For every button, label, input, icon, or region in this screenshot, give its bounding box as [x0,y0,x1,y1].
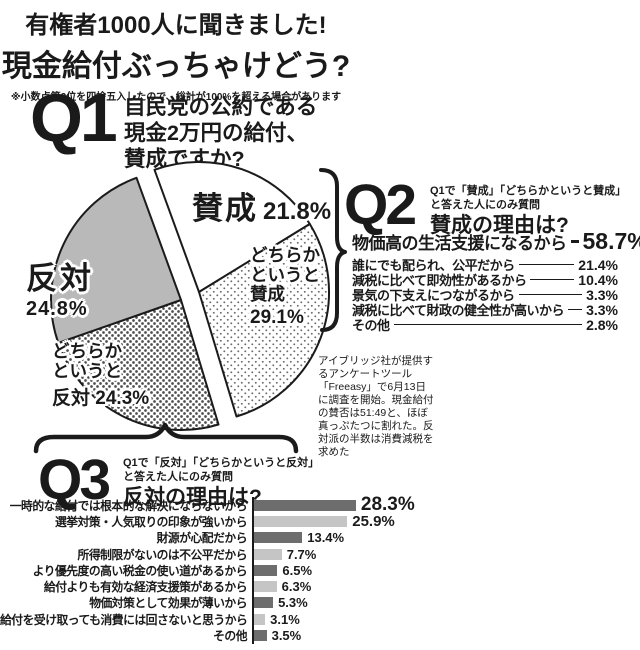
pie-label-oppose: 反対 24.8% [26,261,94,321]
leader-line [518,294,583,295]
bar-row: 財源が心配だから 13.4% [0,529,640,546]
bar-track: 13.4% [252,529,345,546]
q2-reason-value: 2.8% [586,316,618,333]
bar-row: 一時的な給付では根本的な解決にならないから 28.3% [0,494,640,516]
leader-line [530,279,575,280]
pie-label-somewhat-oppose: どちらか というと 反対 24.3% [52,341,150,410]
bar-row: 物価対策として効果が薄いから 5.3% [0,594,640,612]
bar [254,564,278,576]
pie-label-favor-pct: 21.8% [263,198,332,225]
bar [254,597,274,609]
pie-label-somewhat-oppose-pct: 反対 24.3% [52,387,150,409]
bar-track: 6.5% [252,562,313,579]
bar-track: 5.3% [252,594,308,612]
bar-row: 給付よりも有効な経済支援策があるから 6.3% [0,578,640,595]
q2-reason-row: 景気の下支えにつながるから 3.3% [352,286,640,304]
q2-reason-label: 景気の下支えにつながるから [352,288,515,303]
q2-reason-row: 誰にでも配られ、公平だから 21.4% [352,256,640,274]
q2-reason-row: 減税に比べて即効性があるから 10.4% [352,271,640,289]
q2-reason-row: その他 2.8% [352,316,640,334]
bar-track: 7.7% [252,545,317,563]
bar-row: その他 3.5% [0,627,640,644]
q2-label: Q2 [344,173,417,237]
q2-reason-value: 21.4% [578,256,618,273]
leader-line [393,324,583,325]
q2-reason-value: 3.3% [586,301,618,318]
header: 有権者1000人に聞きました! 現金給付ぶっちゃけどう? ※小数点第2位を四捨五… [0,5,352,103]
bar-value: 7.7% [286,546,317,562]
bar-value: 28.3% [360,494,415,516]
bar-row: 所得制限がないのは不公平だから 7.7% [0,545,640,563]
bar-label: 物価対策として効果が薄いから [89,596,247,611]
pie-label-oppose-pct: 24.8% [26,298,88,321]
q3-title: 反対の理由は? [123,486,262,509]
bar-value: 25.9% [352,512,395,530]
bar-value: 3.5% [271,628,302,644]
bar [254,630,267,642]
bar-row: より優先度の高い税金の使い道があるから 6.5% [0,562,640,579]
bar-value: 5.3% [278,595,308,611]
bar-value: 6.3% [281,579,312,595]
q2-reason-list: 物価高の生活支援になるから58.7%誰にでも配られ、公平だから21.4%減税に比… [352,228,640,334]
leader-line [567,309,583,310]
pie-label-somewhat-oppose-name: どちらか というと [52,341,122,381]
pie-label-somewhat-favor-pct: 29.1% [250,306,304,328]
bar-track: 28.3% [252,494,415,516]
bar-label: 選挙対策・人気取りの印象が強いから [54,514,248,529]
bar-label: 給付を受け取っても消費には回さないと思うから [0,612,248,627]
pie-label-favor: 賛成 21.8% [192,183,331,228]
rounding-note: ※小数点第2位を四捨五入したので、総計が100%を超える場合があります [10,92,342,103]
q2-title: 賛成の理由は? [430,214,569,237]
bar-label: より優先度の高い税金の使い道があるから [32,563,248,578]
bar-track: 3.1% [252,611,300,628]
q3-label: Q3 [38,448,111,512]
q2-reason-row: 物価高の生活支援になるから 58.7% [352,228,640,255]
bar-track: 6.3% [252,578,312,595]
q3-subtitle: Q1で「反対」「どちらかというと反対」 と答えた人にのみ質問 [123,457,320,484]
bar-label: 一時的な給付では根本的な解決にならないから [9,498,248,513]
bar-track: 25.9% [252,512,395,530]
bar [254,613,266,625]
bar-row: 選挙対策・人気取りの印象が強いから 25.9% [0,512,640,530]
leader-line [570,240,579,243]
q1-question: 自民党の公約である 現金2万円の給付、 賛成ですか? [124,95,318,171]
bar-label: 財源が心配だから [156,531,248,546]
q2-reason-label: 誰にでも配られ、公平だから [352,258,515,273]
q2-reason-label: その他 [352,318,390,333]
pie-label-somewhat-favor: どちらか というと 賛成 29.1% [250,245,320,329]
q2-reason-label: 減税に比べて財政の健全性が高いから [352,303,564,318]
bar [254,515,348,527]
bar-track: 3.5% [252,627,302,644]
page-title-line1: 有権者1000人に聞きました! [25,12,327,39]
q2-reason-value: 10.4% [578,271,618,288]
q3-bar-chart: 一時的な給付では根本的な解決にならないから 28.3% 選挙対策・人気取りの印象が強… [0,494,640,644]
bar-label: その他 [213,629,247,644]
survey-source-note: アイブリッジ社が提供するアンケートツール「Freeasy」で6月13日に調査を開… [318,355,434,459]
bar [254,548,282,560]
q2-subtitle: Q1で「賛成」「どちらかというと賛成」 と答えた人にのみ質問 [430,185,627,212]
bar [254,532,303,544]
pie-label-favor-name: 賛成 [192,191,258,226]
bar-label: 所得制限がないのは不公平だから [77,547,248,562]
bar-row: 給付を受け取っても消費には回さないと思うから 3.1% [0,611,640,628]
leader-line [518,264,575,265]
bar-value: 3.1% [270,611,300,627]
q2-reason-label: 減税に比べて即効性があるから [352,273,527,288]
q2-reason-label: 物価高の生活支援になるから [352,234,567,253]
q2-reason-value: 3.3% [586,286,618,303]
bar [254,581,277,593]
q1-label: Q1 [30,80,118,156]
q2-reason-value: 58.7% [582,228,640,254]
page-title-line2: 現金給付ぶっちゃけどう? [1,50,351,83]
bar [254,499,356,511]
q2-reason-row: 減税に比べて財政の健全性が高いから 3.3% [352,301,640,319]
bar-value: 6.5% [282,562,313,578]
pie-label-somewhat-favor-name: どちらか というと 賛成 [250,245,320,305]
pie-label-oppose-name: 反対 [26,261,94,296]
bar-value: 13.4% [307,530,345,546]
bar-label: 給付よりも有効な経済支援策があるから [43,580,248,595]
